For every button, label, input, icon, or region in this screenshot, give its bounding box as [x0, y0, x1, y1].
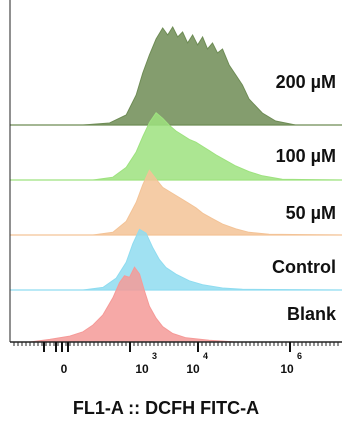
x-tick-base: 10 — [135, 362, 149, 376]
series-label: 50 µM — [286, 203, 336, 223]
histogram-area — [10, 112, 342, 181]
x-tick-base: 10 — [280, 362, 294, 376]
x-tick-base: 10 — [186, 362, 200, 376]
histogram-area — [10, 25, 342, 126]
track-50-m: 50 µM — [10, 169, 342, 236]
series-label: 200 µM — [276, 72, 336, 92]
x-tick-exponent: 3 — [152, 351, 157, 361]
x-axis-title: FL1-A :: DCFH FITC-A — [73, 398, 259, 418]
x-tick-exponent: 6 — [297, 351, 302, 361]
series-label: Control — [272, 257, 336, 277]
x-tick-label: 104 — [186, 351, 208, 376]
track-100-m: 100 µM — [10, 112, 342, 181]
x-tick-base: 0 — [61, 362, 68, 376]
series-label: Blank — [287, 304, 337, 324]
track-blank: Blank — [10, 266, 342, 343]
series-label: 100 µM — [276, 146, 336, 166]
x-tick-label: 0 — [61, 362, 68, 376]
x-tick-exponent: 4 — [203, 351, 208, 361]
track-200-m: 200 µM — [10, 25, 342, 126]
x-tick-label: 106 — [280, 351, 302, 376]
histogram-area — [10, 266, 342, 343]
x-tick-label: 103 — [135, 351, 157, 376]
histogram-tracks: 200 µM 100 µM 50 µM Control Blank — [10, 25, 342, 343]
histogram-area — [10, 228, 342, 291]
histogram-area — [10, 169, 342, 236]
track-control: Control — [10, 228, 342, 291]
x-axis-ticks — [13, 342, 339, 352]
